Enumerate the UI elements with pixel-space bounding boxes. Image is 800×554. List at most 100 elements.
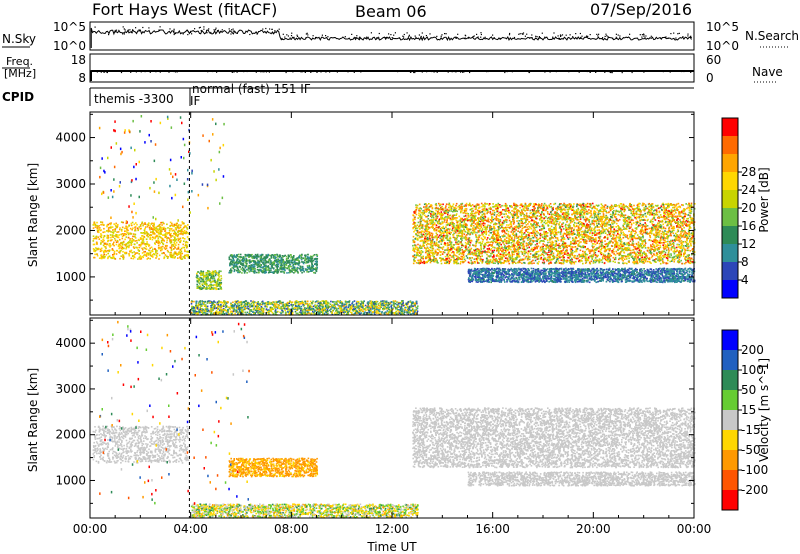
data-point (223, 311, 225, 313)
data-point (234, 256, 236, 258)
data-point (216, 282, 218, 284)
nave-point (136, 71, 137, 72)
data-point (154, 238, 156, 240)
data-point (330, 306, 332, 308)
data-point (396, 308, 398, 310)
nsky-point (481, 34, 482, 35)
nsky-point (187, 34, 188, 35)
data-point (575, 261, 577, 263)
data-point (200, 270, 202, 272)
nave-point (555, 71, 556, 72)
data-point (237, 258, 239, 260)
data-point (298, 301, 300, 303)
data-point (241, 302, 243, 304)
data-point (131, 229, 133, 231)
nave-point (681, 71, 682, 72)
data-point (549, 254, 551, 256)
data-point (406, 310, 408, 312)
data-point (310, 305, 312, 307)
data-point (249, 310, 251, 312)
data-point (161, 246, 163, 248)
data-point (93, 224, 95, 226)
data-point (142, 252, 144, 254)
data-point (301, 272, 303, 274)
nave-point (437, 72, 438, 73)
data-point (125, 227, 127, 229)
nsky-point (237, 33, 238, 34)
data-point (280, 306, 282, 308)
data-point (155, 257, 157, 259)
data-point (621, 205, 623, 207)
data-point (260, 270, 262, 272)
data-point (262, 262, 264, 264)
data-point (111, 239, 113, 241)
data-point (379, 308, 381, 310)
nsky-point (315, 37, 316, 38)
data-point (316, 306, 318, 308)
data-point (201, 274, 203, 276)
data-point (207, 276, 209, 278)
data-point (166, 242, 168, 244)
data-point (127, 226, 129, 228)
data-point (224, 303, 226, 305)
data-point (470, 215, 472, 217)
data-point (176, 226, 178, 228)
data-point (178, 248, 180, 250)
data-point (448, 207, 450, 209)
data-point (342, 302, 344, 304)
data-point (314, 310, 316, 312)
data-point (207, 301, 209, 303)
nsky-point (436, 36, 437, 37)
data-point (291, 262, 293, 264)
data-point (185, 255, 187, 257)
data-point (152, 256, 154, 258)
nave-point (248, 71, 249, 72)
nsky-point (465, 35, 466, 36)
data-point (238, 269, 240, 271)
nsky-point (619, 35, 620, 36)
nave-point (612, 72, 613, 73)
data-point (166, 256, 168, 258)
data-point (305, 260, 307, 262)
nave-point (602, 70, 603, 71)
data-point (234, 269, 236, 271)
nave-point (452, 71, 453, 72)
data-point (236, 255, 238, 257)
data-point (93, 235, 95, 237)
data-point (142, 256, 144, 258)
data-point (173, 242, 175, 244)
nave-point (632, 72, 633, 73)
data-point (152, 225, 154, 227)
nave-point (488, 71, 489, 72)
nave-point (93, 70, 94, 71)
data-point (388, 312, 390, 314)
data-point (125, 248, 127, 250)
data-point (277, 256, 279, 258)
data-point (281, 310, 283, 312)
data-point (274, 306, 276, 308)
data-point (123, 248, 125, 250)
data-point (358, 309, 360, 311)
data-point (314, 258, 316, 260)
data-point (205, 272, 207, 274)
nave-point (507, 71, 508, 72)
data-point (289, 265, 291, 267)
data-point (368, 307, 370, 309)
data-point (229, 272, 231, 274)
data-point (250, 267, 252, 269)
data-point (406, 303, 408, 305)
data-point (294, 261, 296, 263)
data-point (122, 242, 124, 244)
data-point (255, 302, 257, 304)
data-point (100, 229, 102, 231)
nsky-point (174, 34, 175, 35)
data-point (136, 242, 138, 244)
nsky-point (345, 36, 346, 37)
data-point (323, 301, 325, 303)
data-point (147, 226, 149, 228)
data-point (336, 313, 338, 315)
nsky-point (108, 34, 109, 35)
nave-point (239, 71, 240, 72)
data-point (104, 231, 106, 233)
data-point (247, 302, 249, 304)
